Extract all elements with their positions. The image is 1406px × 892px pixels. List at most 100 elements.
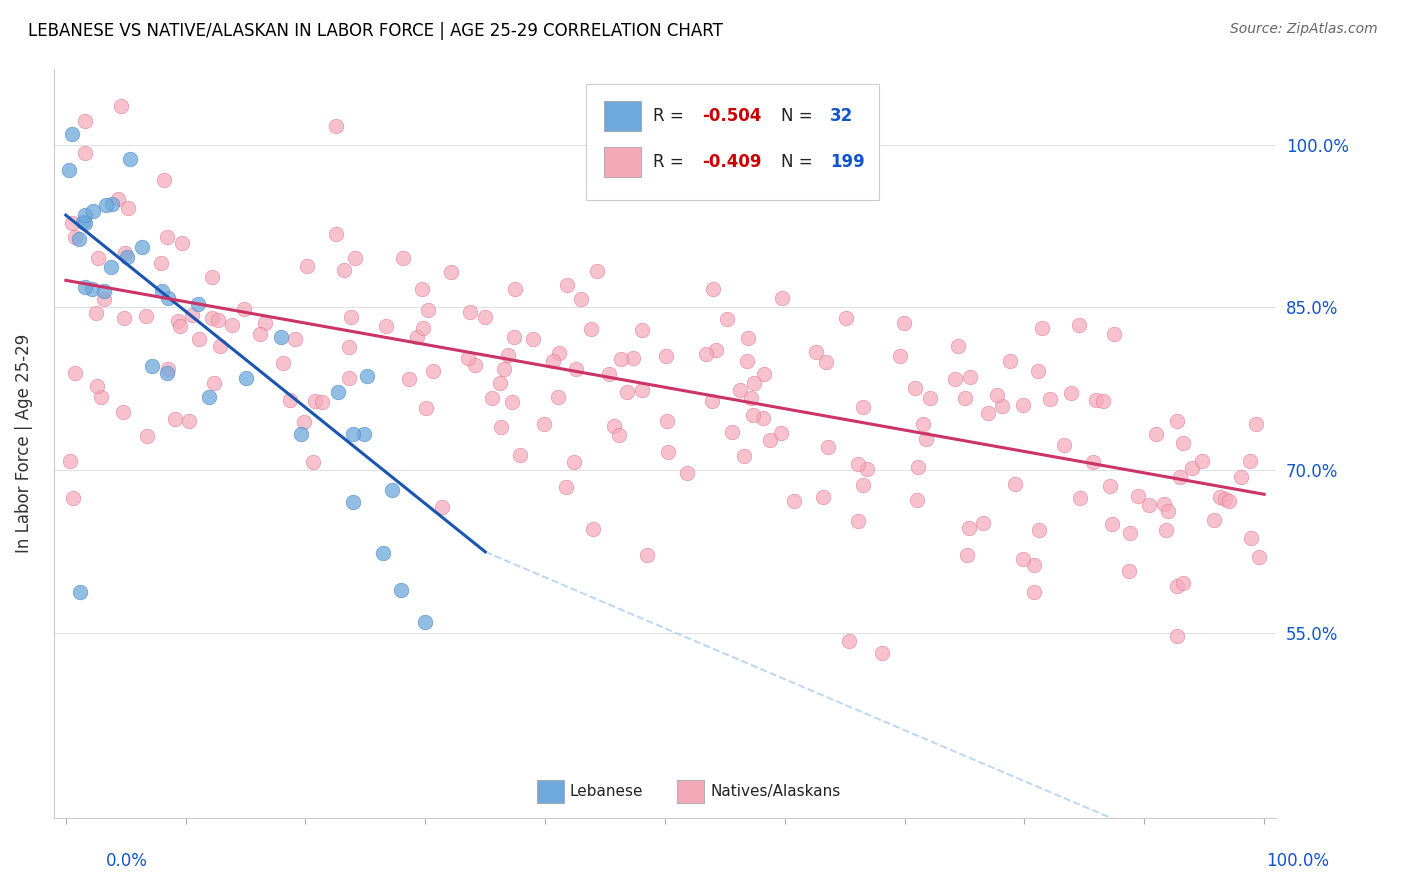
Point xyxy=(325,119,347,133)
Point xyxy=(412,321,434,335)
Point xyxy=(1000,353,1022,368)
Point xyxy=(249,327,271,342)
Point xyxy=(586,264,609,278)
Point xyxy=(702,393,724,408)
Point xyxy=(752,410,775,425)
Point xyxy=(72,215,94,229)
Point xyxy=(172,236,194,251)
Point xyxy=(752,367,775,381)
Point xyxy=(603,419,626,434)
Point xyxy=(569,292,592,306)
Point xyxy=(740,392,762,406)
Point xyxy=(1101,516,1123,531)
Point xyxy=(156,362,179,376)
Point xyxy=(235,370,257,384)
Point xyxy=(770,291,793,305)
Point xyxy=(1244,417,1267,431)
Point xyxy=(1137,498,1160,512)
Text: Lebanese: Lebanese xyxy=(569,784,643,799)
Point xyxy=(67,232,90,246)
Point xyxy=(207,313,229,327)
Point xyxy=(905,493,928,508)
Text: 32: 32 xyxy=(830,107,853,125)
Point xyxy=(1099,479,1122,493)
Point xyxy=(1181,461,1204,475)
Point xyxy=(75,208,97,222)
Point xyxy=(1084,393,1107,408)
Point xyxy=(579,321,602,335)
Point xyxy=(201,311,224,326)
Point xyxy=(1209,490,1232,504)
Point xyxy=(1240,531,1263,545)
Point xyxy=(270,329,292,343)
Point xyxy=(1104,326,1126,341)
Point xyxy=(73,216,96,230)
Point xyxy=(547,390,569,404)
Point xyxy=(118,152,141,166)
Point xyxy=(855,461,877,475)
Point xyxy=(1144,426,1167,441)
Point xyxy=(59,453,82,467)
Point xyxy=(290,427,312,442)
Point xyxy=(1166,414,1188,428)
Point xyxy=(1191,453,1213,467)
Y-axis label: In Labor Force | Age 25-29: In Labor Force | Age 25-29 xyxy=(15,334,32,553)
Point xyxy=(100,260,122,275)
Point xyxy=(811,490,834,504)
Point xyxy=(84,306,107,320)
Point xyxy=(1091,393,1114,408)
Point xyxy=(117,202,139,216)
Point xyxy=(381,483,404,498)
FancyBboxPatch shape xyxy=(585,84,879,200)
Point xyxy=(704,343,727,357)
Point xyxy=(1166,629,1188,643)
Point xyxy=(631,384,654,398)
Point xyxy=(177,414,200,428)
Point xyxy=(918,391,941,405)
Point xyxy=(392,251,415,265)
Point xyxy=(157,292,180,306)
Point xyxy=(111,405,134,419)
Point xyxy=(344,252,367,266)
Point xyxy=(75,146,97,161)
Point xyxy=(737,331,759,345)
Point xyxy=(522,332,544,346)
Point xyxy=(742,408,765,422)
Point xyxy=(728,384,751,398)
Point xyxy=(86,252,108,266)
Point xyxy=(187,297,209,311)
Point xyxy=(1031,321,1053,335)
Point xyxy=(342,427,364,442)
Point xyxy=(107,192,129,206)
Point xyxy=(440,264,463,278)
Text: 0.0%: 0.0% xyxy=(105,852,148,870)
Text: R =: R = xyxy=(652,107,689,125)
Point xyxy=(153,173,176,187)
Point xyxy=(986,387,1008,401)
Point xyxy=(325,227,347,241)
Point xyxy=(333,262,356,277)
Point xyxy=(415,401,437,415)
Point xyxy=(846,457,869,471)
Text: Natives/Alaskans: Natives/Alaskans xyxy=(710,784,841,799)
Point xyxy=(541,354,564,368)
Point xyxy=(598,367,620,381)
Point xyxy=(1060,385,1083,400)
Point xyxy=(904,381,927,395)
Point xyxy=(1171,436,1194,450)
Point xyxy=(721,425,744,440)
Point xyxy=(817,440,839,454)
Text: N =: N = xyxy=(782,153,818,171)
Point xyxy=(657,444,679,458)
Point xyxy=(657,414,679,428)
Point xyxy=(101,197,124,211)
Point xyxy=(815,355,838,369)
Point xyxy=(110,99,132,113)
Point xyxy=(117,250,139,264)
Point xyxy=(1053,438,1076,452)
Point xyxy=(208,339,231,353)
Point xyxy=(411,282,433,296)
Point xyxy=(977,406,1000,420)
Point xyxy=(253,316,276,330)
Point xyxy=(188,332,211,346)
